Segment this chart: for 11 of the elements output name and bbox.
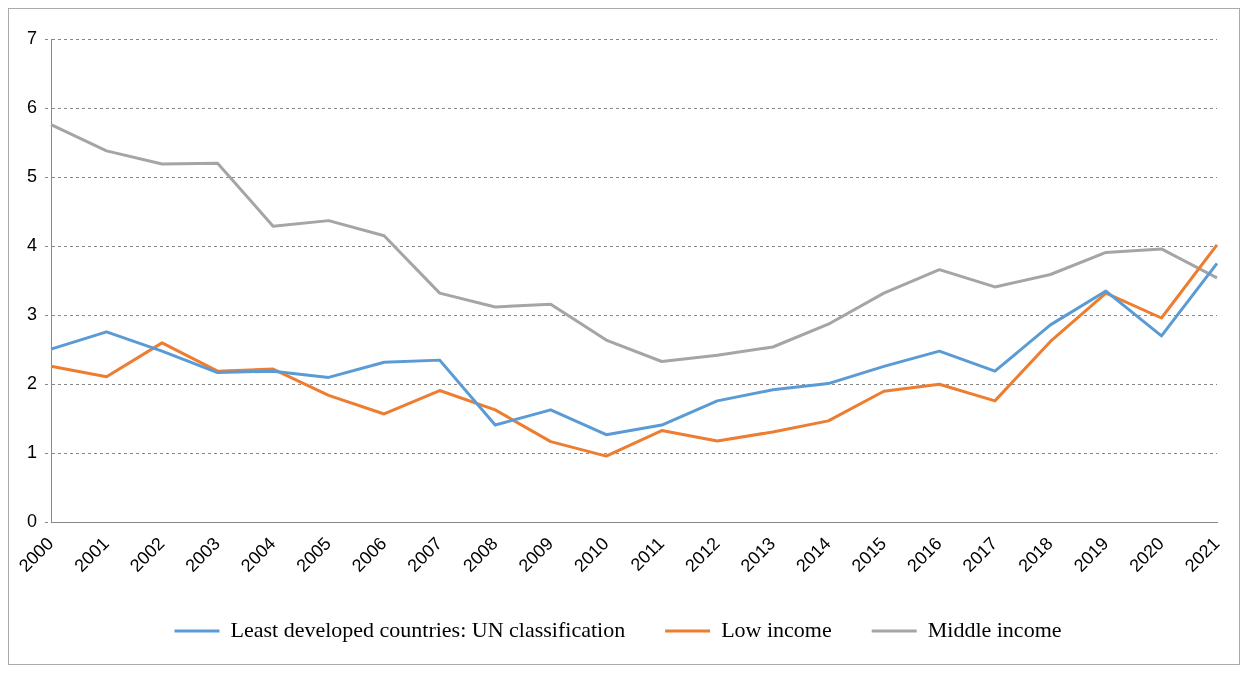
legend-label: Low income: [721, 616, 832, 642]
y-tick-label: 1: [27, 442, 38, 463]
legend-label: Least developed countries: UN classification: [230, 616, 626, 642]
y-tick-label: 5: [27, 166, 38, 187]
y-tick-label: 4: [27, 235, 38, 256]
legend-label: Middle income: [927, 616, 1062, 642]
y-tick-label: 7: [27, 27, 38, 48]
y-tick-label: 6: [27, 97, 38, 118]
y-tick-label: 2: [27, 373, 38, 394]
y-tick-label: 0: [27, 511, 38, 532]
y-tick-label: 3: [27, 304, 38, 325]
